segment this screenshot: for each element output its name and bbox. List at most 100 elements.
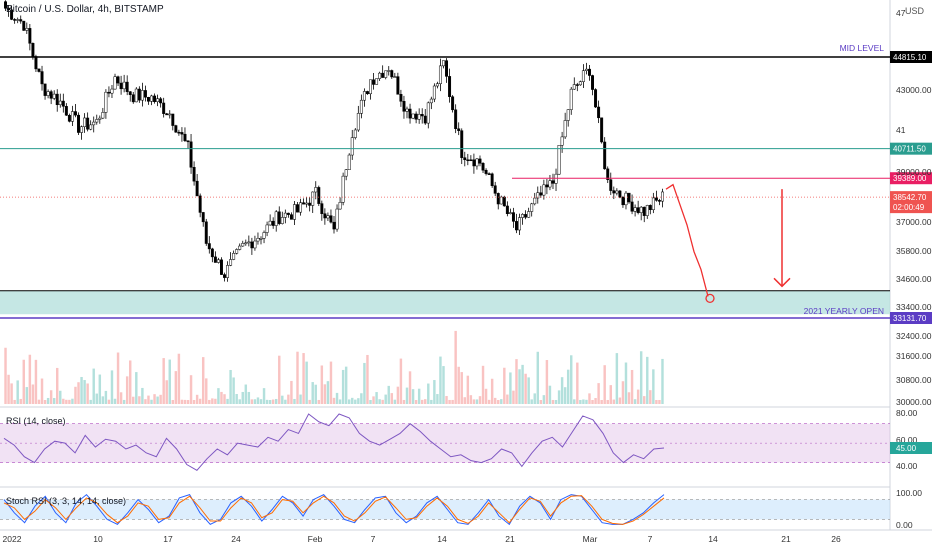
candle [588, 64, 591, 81]
candle [408, 103, 412, 124]
volume-bar [503, 367, 506, 404]
volume-bar [113, 398, 117, 404]
currency-label[interactable]: USD [905, 6, 925, 16]
volume-bar [387, 385, 390, 404]
candle [618, 189, 622, 199]
candle [223, 272, 226, 282]
volume-bar [299, 394, 302, 404]
candle [584, 62, 588, 75]
candle [518, 213, 522, 235]
price-tag-bg [890, 172, 932, 185]
candle [390, 69, 394, 79]
candle [630, 194, 634, 215]
volume-bar [545, 360, 549, 404]
volume-bars [4, 330, 664, 404]
volume-bar [643, 396, 646, 404]
volume-bar [302, 353, 305, 404]
candle-body [615, 190, 619, 194]
candle-body [86, 117, 90, 130]
candle-body [365, 91, 369, 95]
candle-body [548, 180, 552, 188]
volume-bar [274, 398, 278, 404]
candle [572, 77, 576, 90]
volume-bar [530, 399, 533, 404]
candle-body [271, 220, 275, 226]
candle [648, 204, 652, 215]
volume-bar [186, 399, 190, 404]
candle [122, 74, 126, 93]
candle-body [311, 191, 315, 206]
candle-body [362, 91, 366, 101]
candle-body [648, 205, 652, 210]
candle [661, 188, 664, 208]
volume-bar [150, 399, 153, 404]
volume-bar [576, 362, 579, 404]
volume-bar [633, 399, 637, 404]
volume-bar [332, 397, 336, 404]
candle [426, 101, 430, 129]
candle-body [204, 221, 208, 244]
candle [177, 129, 181, 136]
candle-body [122, 81, 126, 90]
candle [484, 168, 488, 176]
volume-bar [351, 397, 354, 404]
volume-bar [469, 395, 473, 404]
candle-body [320, 203, 324, 214]
volume-bar [354, 399, 357, 404]
candle [201, 211, 205, 227]
candle [22, 20, 26, 31]
candle [256, 232, 260, 245]
candle-body [454, 109, 458, 129]
volume-bar [493, 397, 497, 404]
candle-body [150, 95, 153, 102]
volume-bar [366, 354, 369, 404]
volume-bar [466, 375, 470, 404]
candle [55, 89, 59, 112]
candle [356, 105, 360, 132]
volume-bar [308, 399, 311, 404]
volume-bar [65, 399, 68, 404]
volume-bar [487, 399, 491, 404]
stoch-line-0 [3, 493, 665, 526]
rsi-tick: 40.00 [896, 461, 918, 471]
candle-body [89, 124, 93, 130]
candle [448, 68, 452, 103]
candle-body [162, 102, 166, 114]
candle [247, 235, 251, 247]
candle [521, 213, 525, 225]
candle-body [396, 76, 400, 95]
candle-body [174, 125, 178, 133]
volume-bar [147, 395, 150, 404]
volume-bar [460, 372, 463, 404]
candle-body [7, 8, 11, 11]
candle [423, 109, 427, 125]
candle-body [265, 224, 269, 233]
candle [508, 208, 512, 215]
candle-body [22, 20, 26, 31]
volume-bar [573, 399, 576, 404]
volume-bar [399, 358, 403, 404]
candle [527, 207, 531, 218]
price-tag-1: 40711.50 [890, 142, 932, 155]
candle [457, 122, 461, 136]
candle [381, 65, 385, 78]
candle [89, 120, 93, 131]
candle [183, 127, 187, 142]
volume-bar [533, 393, 536, 404]
candle [95, 114, 99, 125]
volume-bar [448, 399, 451, 404]
volume-bar [579, 399, 582, 404]
stoch-band [0, 499, 890, 520]
candle-body [594, 89, 598, 108]
price-tick: 33400.00 [896, 302, 932, 312]
candle-body [201, 212, 205, 223]
candle [80, 125, 84, 140]
volume-bar [338, 399, 342, 404]
volume-bar [323, 384, 327, 404]
volume-bar [71, 398, 74, 404]
volume-bar [165, 380, 168, 404]
candle-body [651, 197, 655, 210]
candle [566, 109, 570, 127]
candle-body [131, 94, 135, 103]
